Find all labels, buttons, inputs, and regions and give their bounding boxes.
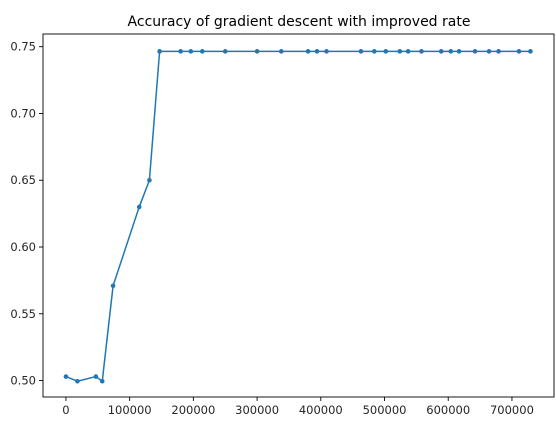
data-point [496,49,501,54]
data-point [278,49,284,54]
data-point [178,49,183,54]
data-point [222,49,228,54]
data-point [157,49,162,54]
data-point [199,49,205,54]
data-point [448,49,454,54]
data-point [358,49,364,54]
data-point [324,49,329,54]
data-point [372,49,377,54]
y-tick-label: 0.55 [10,307,36,321]
y-tick-label: 0.60 [10,240,36,254]
y-tick-label: 0.75 [10,40,36,54]
data-point [99,378,105,384]
x-tick-label: 700000 [490,403,534,417]
data-point [188,49,194,54]
data-point [93,374,99,379]
data-point [110,283,116,289]
x-tick-label: 100000 [108,403,152,417]
data-point [405,49,411,54]
data-point [136,204,142,210]
data-point [305,49,311,54]
plot-area [63,49,533,384]
x-tick-label: 600000 [426,403,470,417]
axes-frame [42,33,555,398]
data-point [397,49,403,54]
data-point [456,49,462,54]
data-point [254,49,260,54]
x-tick-label: 300000 [235,403,279,417]
y-tick-label: 0.65 [10,173,36,187]
data-point [486,49,492,54]
chart-title: Accuracy of gradient descent with improv… [128,14,471,30]
y-tick-label: 0.50 [10,374,36,388]
data-point [383,49,389,54]
data-point [75,378,80,384]
x-tick-label: 400000 [299,403,343,417]
data-point [314,49,320,54]
data-point [516,49,522,54]
data-point [63,374,69,379]
data-point [528,49,533,54]
y-tick-label: 0.70 [10,106,36,120]
x-tick-label: 200000 [171,403,215,417]
x-tick-label: 500000 [363,403,407,417]
data-point [472,49,478,54]
y-axis: 0.50 0.55 0.60 0.65 0.70 0.75 [10,40,43,388]
data-point [438,49,444,54]
data-point [419,49,424,54]
data-point [147,177,152,183]
x-tick-label: 0 [62,403,69,417]
x-axis: 0 100000 200000 300000 400000 500000 600000 700… [62,397,534,417]
